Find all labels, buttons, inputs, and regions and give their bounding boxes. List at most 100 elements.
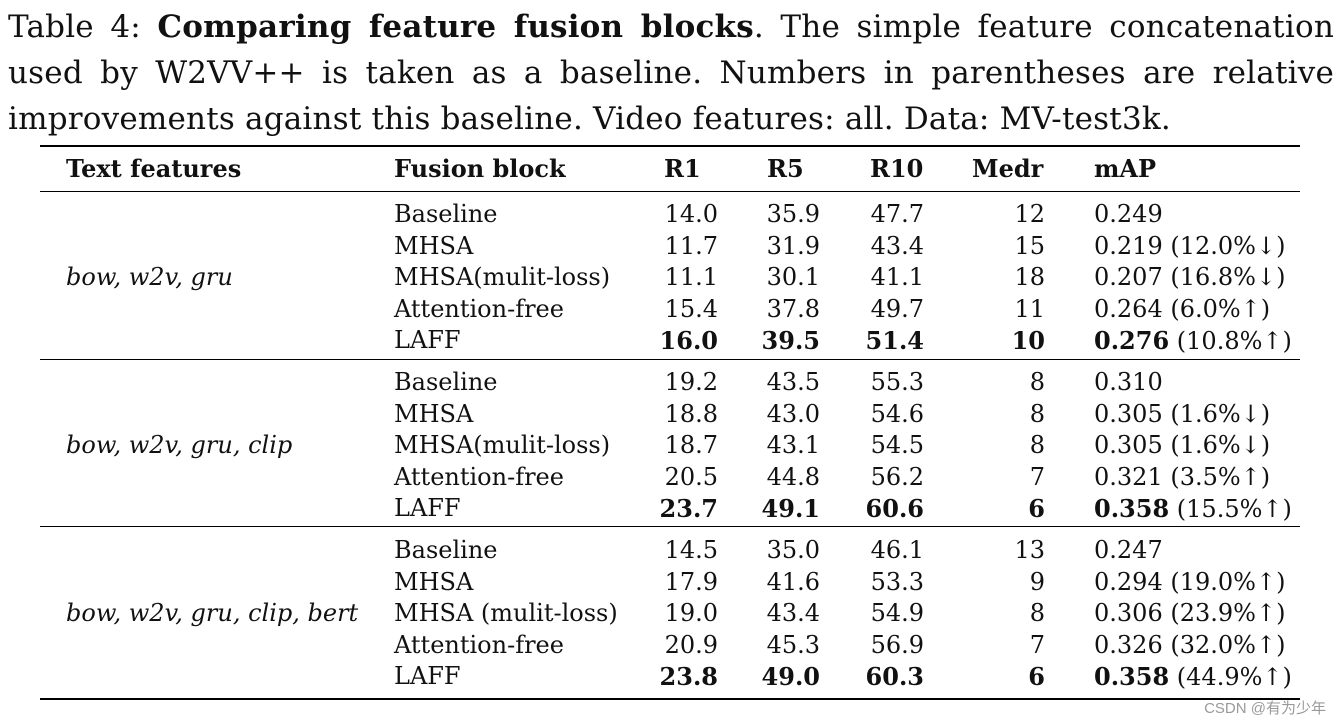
table-row: MHSA (mulit-loss) 19.0 43.4 54.9 8 0.306 (23.…	[0, 598, 1340, 629]
medr-cell: 13	[1014, 536, 1045, 564]
map-value: 0.310	[1094, 368, 1163, 396]
map-value: 0.306	[1094, 599, 1163, 627]
map-cell: 0.249	[1094, 199, 1163, 230]
r1-cell: 20.5	[664, 462, 718, 491]
r5-cell: 43.0	[766, 399, 820, 428]
r10-cell: 51.4	[865, 326, 924, 355]
r10-cell: 60.6	[865, 494, 924, 523]
map-cell: 0.358 (44.9%↑)	[1094, 661, 1292, 693]
table-row: Attention-free 15.4 37.8 49.7 11 0.264 (6.0%↑…	[0, 294, 1340, 325]
table-row: Baseline 19.2 43.5 55.3 8 0.310	[0, 367, 1340, 398]
r1-cell: 18.7	[664, 431, 718, 459]
caption-label: Table 4:	[8, 9, 141, 45]
map-relative-improvement: (12.0%↓)	[1162, 231, 1286, 260]
header-fusion-block: Fusion block	[394, 154, 566, 183]
map-cell: 0.264 (6.0%↑)	[1094, 294, 1270, 325]
group-separator	[40, 359, 1300, 360]
medr-cell: 8	[1029, 399, 1045, 428]
r10-cell: 55.3	[870, 368, 924, 396]
r1-cell: 23.7	[659, 494, 718, 523]
map-relative-improvement: (1.6%↓)	[1162, 399, 1271, 428]
header-text-features: Text features	[66, 154, 242, 183]
map-cell: 0.321 (3.5%↑)	[1094, 462, 1270, 493]
r5-cell: 49.1	[761, 494, 820, 523]
fusion-block-cell: Baseline	[394, 200, 498, 228]
map-relative-improvement: (32.0%↑)	[1162, 630, 1286, 659]
map-relative-improvement: (19.0%↑)	[1162, 567, 1286, 596]
fusion-block-cell: Attention-free	[394, 630, 564, 659]
map-value: 0.294	[1094, 567, 1163, 596]
medr-cell: 8	[1029, 599, 1045, 627]
fusion-block-cell: Baseline	[394, 368, 498, 396]
fusion-block-cell: LAFF	[394, 494, 461, 522]
map-value: 0.264	[1094, 294, 1163, 323]
r10-cell: 60.3	[865, 662, 924, 691]
watermark: CSDN @有为少年	[1204, 700, 1326, 717]
map-cell: 0.305 (1.6%↓)	[1094, 430, 1270, 461]
r10-cell: 53.3	[870, 567, 924, 596]
r1-cell: 16.0	[659, 326, 718, 355]
r5-cell: 37.8	[766, 294, 820, 323]
r10-cell: 54.5	[870, 431, 924, 459]
medr-cell: 10	[1011, 326, 1045, 355]
medr-cell: 7	[1029, 462, 1045, 491]
map-relative-improvement: (3.5%↑)	[1162, 462, 1271, 491]
header-medr: Medr	[972, 154, 1044, 183]
map-cell: 0.326 (32.0%↑)	[1094, 630, 1285, 661]
map-relative-improvement: (44.9%↑)	[1169, 663, 1292, 691]
r10-cell: 56.9	[870, 630, 924, 659]
map-relative-improvement: (16.8%↓)	[1162, 263, 1286, 291]
r5-cell: 30.1	[766, 263, 820, 291]
r1-cell: 20.9	[664, 630, 718, 659]
r5-cell: 35.9	[766, 200, 820, 228]
fusion-block-cell: LAFF	[394, 326, 461, 354]
table-row: Attention-free 20.9 45.3 56.9 7 0.326 (32.0%↑…	[0, 630, 1340, 661]
table-row: Attention-free 20.5 44.8 56.2 7 0.321 (3.5%↑)	[0, 462, 1340, 493]
r1-cell: 17.9	[664, 567, 718, 596]
fusion-block-cell: MHSA (mulit-loss)	[394, 599, 618, 627]
group-text-features: bow, w2v, gru, clip, bert	[66, 599, 359, 627]
header-r1: R1	[664, 154, 701, 183]
r10-cell: 56.2	[870, 462, 924, 491]
header-r10: R10	[870, 154, 924, 183]
group-text-features: bow, w2v, gru	[66, 263, 233, 291]
map-cell: 0.358 (15.5%↑)	[1094, 493, 1292, 525]
map-value: 0.358	[1094, 494, 1170, 523]
map-value: 0.247	[1094, 536, 1163, 564]
map-value: 0.219	[1094, 231, 1163, 260]
table-row: LAFF 16.0 39.5 51.4 10 0.276 (10.8%↑)	[0, 325, 1340, 356]
medr-cell: 6	[1028, 494, 1045, 523]
header-rule	[40, 191, 1300, 192]
header-r5: R5	[767, 154, 804, 183]
medr-cell: 18	[1014, 263, 1045, 291]
map-relative-improvement: (1.6%↓)	[1162, 431, 1271, 459]
r1-cell: 11.1	[664, 263, 718, 291]
map-value: 0.305	[1094, 431, 1163, 459]
r1-cell: 19.2	[664, 368, 718, 396]
table-caption: Table 4: Comparing feature fusion blocks…	[8, 4, 1334, 142]
map-value: 0.305	[1094, 399, 1163, 428]
r1-cell: 23.8	[659, 662, 718, 691]
fusion-block-cell: Baseline	[394, 536, 498, 564]
r1-cell: 18.8	[664, 399, 718, 428]
map-value: 0.326	[1094, 630, 1163, 659]
table-row: MHSA 17.9 41.6 53.3 9 0.294 (19.0%↑)	[0, 567, 1340, 598]
medr-cell: 6	[1028, 662, 1045, 691]
r1-cell: 14.5	[664, 536, 718, 564]
map-cell: 0.294 (19.0%↑)	[1094, 567, 1285, 598]
r5-cell: 44.8	[766, 462, 820, 491]
fusion-block-cell: MHSA	[394, 399, 474, 428]
top-rule	[40, 145, 1300, 147]
table-row: MHSA(mulit-loss) 11.1 30.1 41.1 18 0.207 (16.…	[0, 262, 1340, 293]
caption-bold-title: Comparing feature fusion blocks	[157, 9, 754, 45]
medr-cell: 11	[1014, 294, 1045, 323]
fusion-block-cell: Attention-free	[394, 462, 564, 491]
medr-cell: 12	[1014, 200, 1045, 228]
r5-cell: 39.5	[761, 326, 820, 355]
map-relative-improvement: (10.8%↑)	[1169, 327, 1292, 355]
fusion-block-cell: Attention-free	[394, 294, 564, 323]
map-cell: 0.306 (23.9%↑)	[1094, 598, 1285, 629]
medr-cell: 9	[1029, 567, 1045, 596]
table-row: LAFF 23.7 49.1 60.6 6 0.358 (15.5%↑)	[0, 493, 1340, 524]
r10-cell: 41.1	[870, 263, 924, 291]
